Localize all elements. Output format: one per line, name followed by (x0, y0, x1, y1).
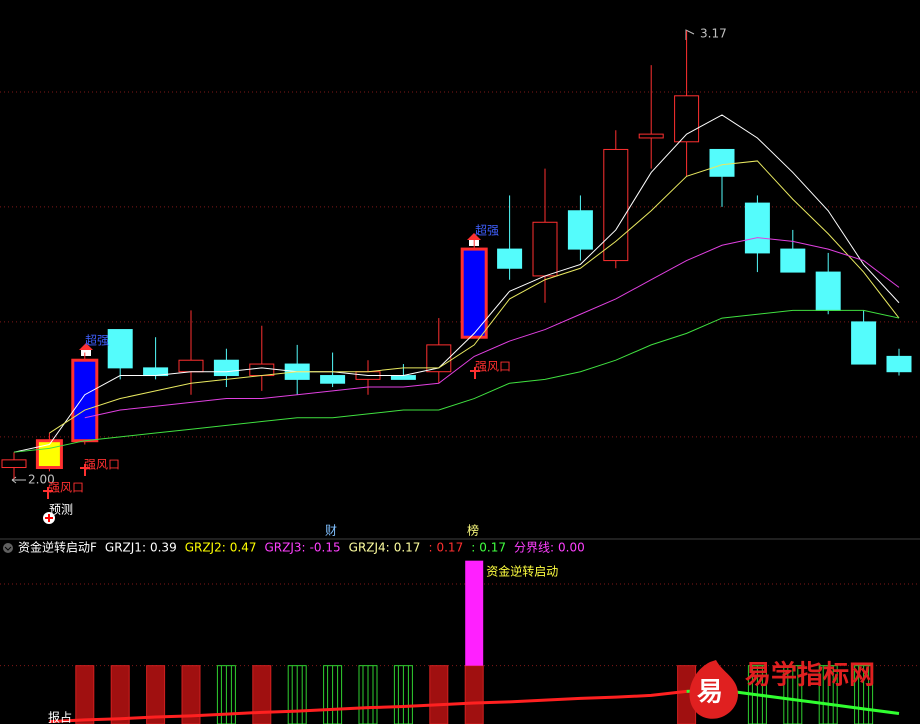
candle-body (249, 363, 275, 377)
legend-label: : (471, 541, 475, 555)
watermark-logo (689, 660, 738, 719)
footer-label: 报占 (48, 710, 72, 724)
bar (110, 665, 130, 724)
candle-body (178, 359, 204, 373)
up-arrow-icon (470, 367, 480, 379)
legend-label: GRZJ1: (105, 541, 146, 555)
bar (146, 665, 166, 724)
legend-title: 资金逆转启动F (18, 540, 97, 555)
moving-average-line (13, 309, 900, 453)
candle-body (886, 355, 912, 373)
legend-label: GRZJ2: (185, 541, 226, 555)
legend-label: : (428, 541, 432, 555)
moving-average-line (49, 160, 900, 434)
annotation: 榜 (467, 523, 479, 538)
bar (464, 665, 484, 724)
candle-body (532, 221, 558, 277)
price-arrow (685, 29, 695, 40)
plus-icon (43, 512, 55, 524)
annotation: 3.17 (700, 27, 727, 41)
indicator-line (49, 689, 687, 724)
candle-body (35, 439, 63, 470)
watermark-logo-text: 易 (697, 678, 723, 708)
legend-label: GRZJ4: (349, 541, 390, 555)
collapse-chevron (4, 546, 12, 551)
candle-body (107, 329, 133, 369)
signal-label: 资金逆转启动 (486, 564, 558, 579)
moving-average-line (84, 237, 900, 419)
bar (252, 665, 272, 724)
moving-average-line (13, 114, 900, 453)
legend-label: GRZJ3: (265, 541, 306, 555)
candle-body (674, 95, 700, 143)
candle-body (320, 375, 346, 384)
annotation: 强风口 (475, 360, 511, 374)
candle-body (709, 148, 735, 177)
legend-label: 分界线: (514, 541, 554, 555)
legend: 资金逆转启动F GRZJ1: 0.39 GRZJ2: 0.47 GRZJ3: -0.15 GR… (18, 540, 585, 555)
legend-value: 0.17 (394, 541, 421, 555)
candle-body (603, 148, 629, 262)
annotation: 强风口 (48, 481, 84, 495)
candle-body (638, 133, 664, 139)
candle-body (815, 271, 841, 311)
legend-value: 0.00 (558, 541, 585, 555)
annotation: 超强 (475, 223, 499, 238)
watermark: 易 易学指标网 (689, 660, 875, 719)
signal-bar (465, 560, 484, 666)
candle-body (460, 247, 488, 339)
legend-value: 0.17 (436, 541, 463, 555)
annotation: 预测 (49, 503, 73, 517)
candle-body (213, 359, 239, 377)
legend-value: 0.39 (150, 541, 177, 555)
candle-body (567, 210, 593, 250)
collapse-icon[interactable] (3, 543, 13, 553)
up-arrow-icon (80, 464, 90, 476)
bar (181, 665, 201, 724)
candle-body (497, 248, 523, 269)
annotation: 强风口 (84, 458, 120, 472)
house-icon (79, 343, 93, 356)
candle-body (851, 321, 877, 365)
up-arrow-icon (43, 487, 53, 499)
annotation: 2.00 (28, 473, 55, 487)
legend-value: 0.17 (479, 541, 506, 555)
candle-body (744, 202, 770, 254)
annotation: 超强 (85, 333, 109, 348)
annotation: 财 (325, 524, 337, 538)
bar (75, 665, 95, 724)
legend-value: -0.15 (310, 541, 341, 555)
watermark-text: 易学指标网 (745, 660, 875, 691)
legend-value: 0.47 (230, 541, 257, 555)
candle-body (71, 358, 99, 443)
candle-body (780, 248, 806, 273)
candle-body (1, 459, 27, 469)
candle-body (390, 375, 416, 380)
bar (429, 665, 449, 724)
